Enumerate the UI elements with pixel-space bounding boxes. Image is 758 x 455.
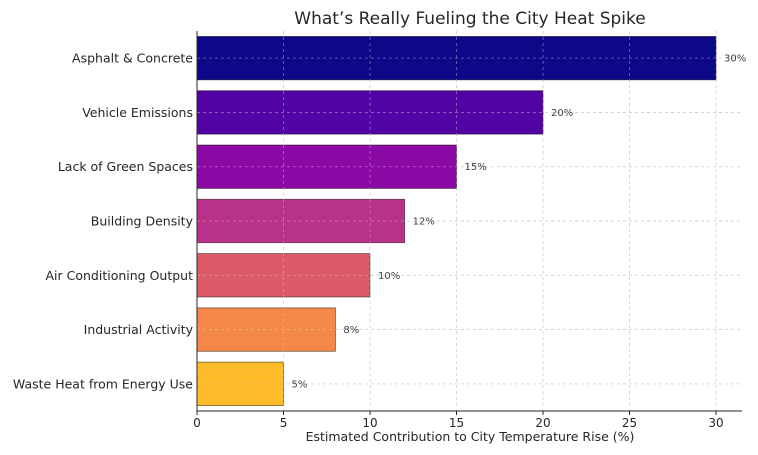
category-label: Industrial Activity [84,322,194,337]
value-label: 30% [724,54,746,65]
value-label: 15% [465,162,487,173]
value-label: 8% [343,325,359,336]
x-axis-label: Estimated Contribution to City Temperatu… [306,429,635,444]
value-label: 5% [292,379,308,390]
category-label: Building Density [91,214,194,229]
category-label: Asphalt & Concrete [72,51,193,66]
value-label: 10% [378,271,400,282]
grid-overlay [197,31,742,411]
category-labels: Asphalt & Concrete Vehicle Emissions Lack … [13,51,194,392]
x-tick-label: 5 [280,416,288,430]
category-label: Waste Heat from Energy Use [13,376,193,391]
x-tick-label: 0 [193,416,201,430]
value-label: 12% [413,217,435,228]
value-labels: 30% 20% 15% 12% 10% 8% 5% [292,54,747,391]
x-tick-label: 30 [708,416,723,430]
chart-title: What’s Really Fueling the City Heat Spik… [294,9,645,29]
value-label: 20% [551,108,573,119]
x-tick-label: 25 [622,416,637,430]
category-label: Lack of Green Spaces [58,159,193,174]
x-ticks: 0 5 10 15 20 25 30 [193,411,724,430]
x-tick-label: 10 [362,416,377,430]
x-tick-label: 15 [449,416,464,430]
category-label: Air Conditioning Output [45,268,193,283]
category-label: Vehicle Emissions [82,105,193,120]
x-tick-label: 20 [535,416,550,430]
